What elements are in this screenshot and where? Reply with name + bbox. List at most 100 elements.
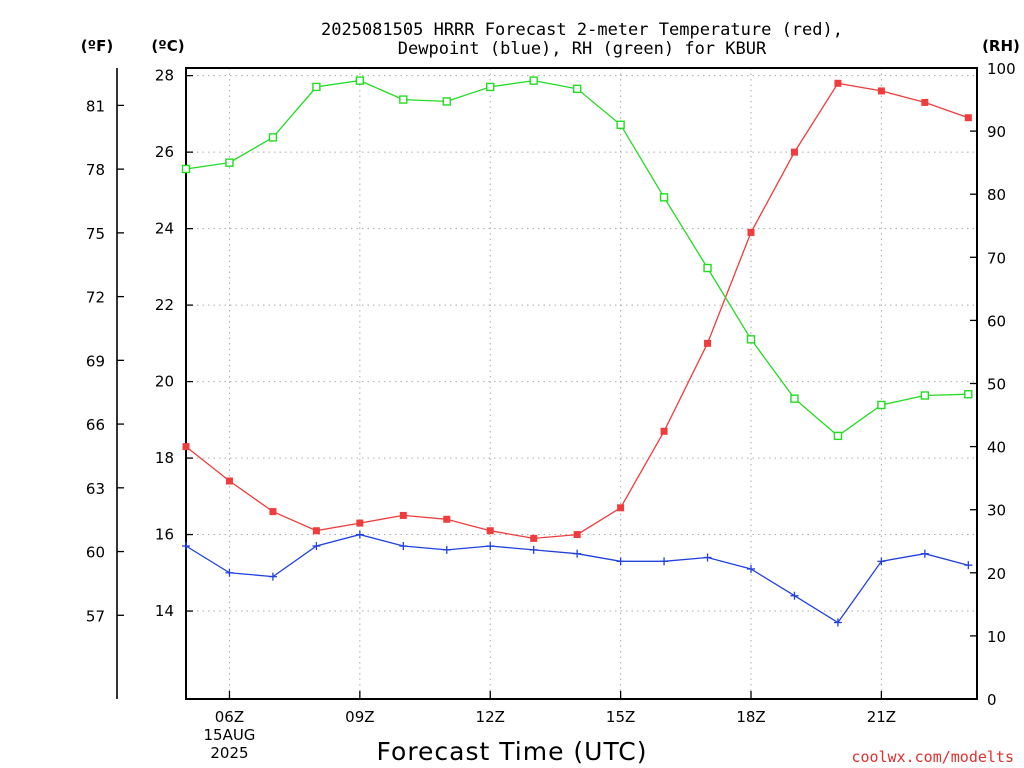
dewpoint-point (312, 542, 321, 551)
celsius-tick-label: 18 (155, 449, 174, 467)
dewpoint-point (920, 549, 929, 558)
rh-point (616, 120, 625, 129)
temperature-point (704, 339, 712, 347)
dewpoint-point (399, 542, 408, 551)
rh-unit-label: (RH) (982, 37, 1020, 55)
rh-tick-label: 50 (987, 376, 1006, 394)
rh-point (703, 263, 712, 273)
dewpoint-point (529, 545, 538, 554)
fahrenheit-tick-label: 66 (86, 416, 105, 434)
data-series (181, 76, 973, 627)
rh-point (181, 164, 191, 174)
chart-title: 2025081505 HRRR Forecast 2-meter Tempera… (321, 20, 843, 59)
temperature-point (660, 427, 668, 435)
rh-tick-label: 60 (987, 312, 1006, 330)
x-tick-label: 09Z (345, 708, 374, 726)
temperature-point (790, 148, 798, 156)
x-tick-label: 2025 (210, 744, 248, 762)
temperature-point (921, 98, 929, 106)
x-axis-title: Forecast Time (UTC) (377, 737, 648, 766)
rh-tick-label: 30 (987, 502, 1006, 520)
rh-tick-label: 10 (987, 628, 1006, 646)
temperature-point (269, 508, 277, 516)
rh-tick-label: 20 (987, 565, 1006, 583)
rh-point (399, 95, 408, 104)
fahrenheit-unit-label: (ºF) (81, 37, 113, 55)
rh-point (572, 84, 582, 94)
axes (116, 67, 978, 700)
dewpoint-point (616, 557, 625, 566)
x-tick-label: 15AUG (203, 726, 255, 744)
rh-tick-label: 70 (987, 249, 1006, 267)
fahrenheit-tick-label: 75 (86, 225, 105, 243)
dewpoint-point (225, 568, 234, 577)
source-credit: coolwx.com/modelts (851, 748, 1014, 766)
dewpoint-point (268, 572, 277, 581)
rh-point (790, 394, 799, 403)
x-tick-label: 15Z (606, 708, 635, 726)
fahrenheit-tick-label: 81 (86, 97, 105, 115)
rh-point (920, 391, 930, 400)
rh-point (442, 97, 451, 106)
celsius-tick-label: 24 (155, 220, 174, 238)
dewpoint-point (660, 557, 669, 566)
rh-point (833, 431, 843, 441)
dewpoint-point (573, 549, 582, 558)
fahrenheit-tick-label: 63 (86, 480, 105, 498)
celsius-tick-label: 20 (155, 373, 174, 391)
rh-tick-label: 0 (987, 691, 997, 709)
rh-point (312, 82, 321, 92)
temperature-point (443, 515, 451, 523)
rh-line (185, 79, 969, 437)
fahrenheit-tick-label: 57 (86, 607, 105, 625)
dewpoint-point (182, 542, 190, 551)
rh-tick-label: 40 (987, 439, 1006, 457)
celsius-tick-label: 16 (155, 526, 174, 544)
dewpoint-point (877, 557, 886, 566)
celsius-tick-label: 14 (155, 602, 174, 620)
celsius-tick-label: 26 (155, 143, 174, 161)
dewpoint-point (486, 542, 495, 551)
dewpoint-point (703, 553, 712, 562)
temperature-point (573, 531, 581, 539)
celsius-unit-label: (ºC) (151, 37, 184, 55)
dewpoint-line (185, 533, 969, 624)
dewpoint-point (964, 561, 973, 570)
rh-point (355, 76, 365, 85)
grid-lines (186, 68, 977, 699)
temperature-point (834, 79, 842, 87)
x-tick-label: 06Z (215, 708, 244, 726)
temperature-line (185, 82, 969, 540)
dewpoint-point (833, 618, 842, 627)
temperature-point (530, 534, 538, 542)
rh-point (486, 82, 495, 92)
rh-point (964, 390, 973, 399)
celsius-tick-label: 28 (155, 67, 174, 85)
dewpoint-point (355, 530, 364, 539)
rh-tick-label: 90 (987, 123, 1006, 141)
rh-point (529, 76, 538, 85)
celsius-tick-label: 22 (155, 296, 174, 314)
rh-point (225, 158, 234, 167)
fahrenheit-tick-label: 72 (86, 289, 105, 307)
temperature-point (356, 519, 364, 527)
x-tick-label: 18Z (736, 708, 765, 726)
rh-tick-label: 100 (987, 60, 1016, 78)
temperature-point (877, 87, 885, 95)
rh-point (877, 400, 886, 410)
x-tick-label: 12Z (476, 708, 505, 726)
temperature-point (225, 477, 233, 485)
rh-point (746, 335, 756, 344)
temperature-point (312, 527, 320, 535)
rh-point (659, 193, 669, 202)
chart-title-line-1: 2025081505 HRRR Forecast 2-meter Tempera… (321, 20, 843, 40)
dewpoint-point (442, 545, 451, 554)
temperature-point (399, 511, 407, 519)
temperature-point (182, 443, 190, 451)
chart-title-line-2: Dewpoint (blue), RH (green) for KBUR (398, 39, 767, 59)
rh-point (268, 133, 278, 142)
x-tick-label: 21Z (867, 708, 896, 726)
rh-tick-label: 80 (987, 186, 1006, 204)
